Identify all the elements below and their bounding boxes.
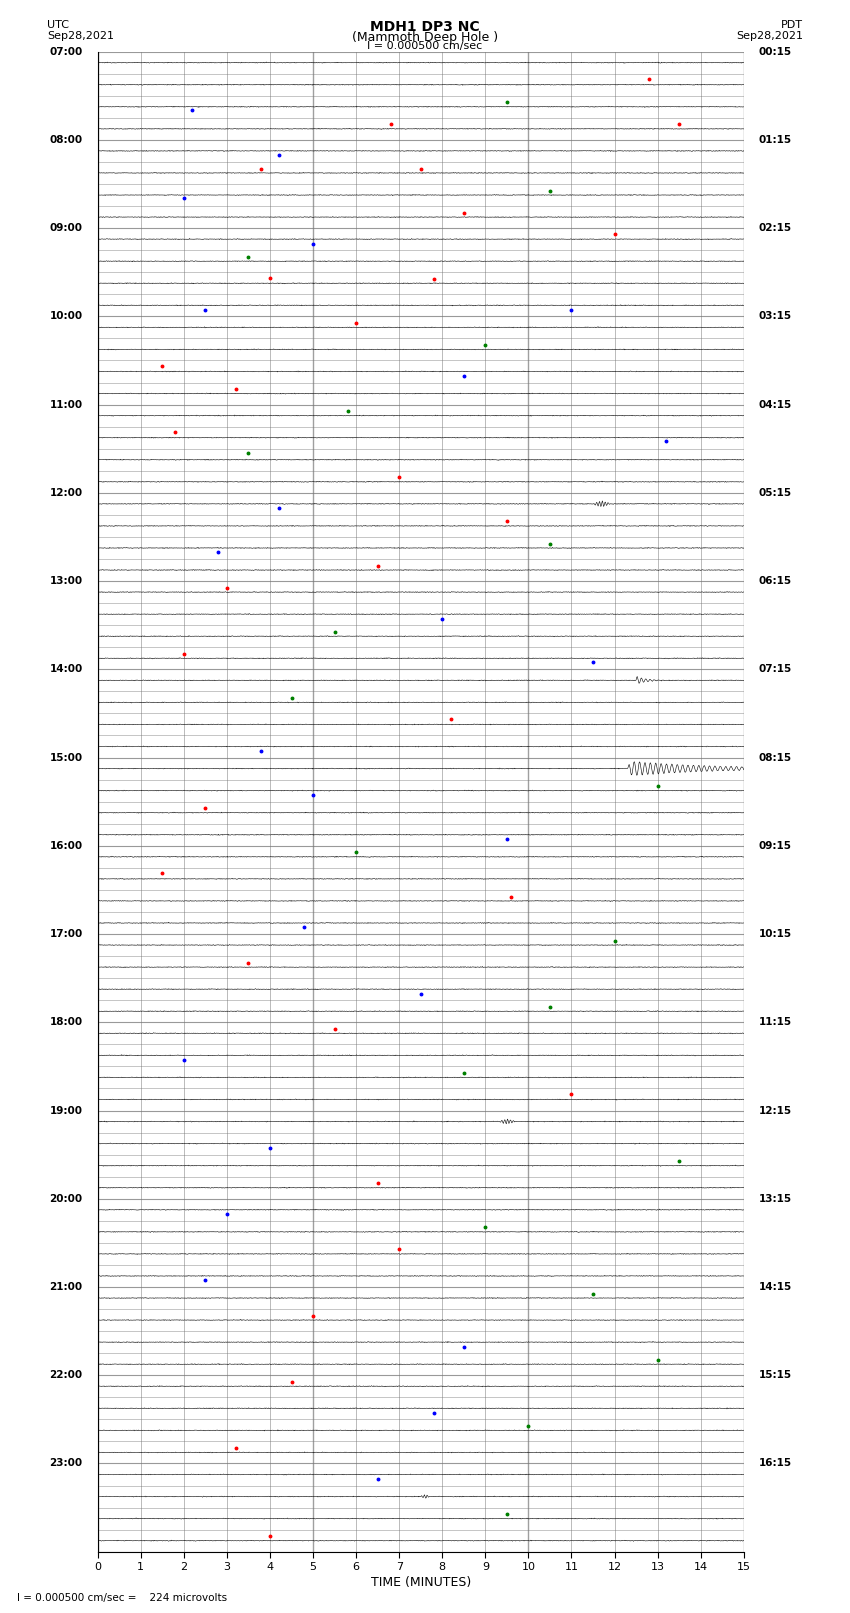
- Text: (Mammoth Deep Hole ): (Mammoth Deep Hole ): [352, 31, 498, 44]
- Text: 08:00: 08:00: [49, 135, 82, 145]
- Text: 11:15: 11:15: [759, 1018, 792, 1027]
- Text: 03:15: 03:15: [759, 311, 792, 321]
- Text: 13:15: 13:15: [759, 1194, 792, 1203]
- Text: 11:00: 11:00: [49, 400, 82, 410]
- Text: 16:00: 16:00: [49, 840, 82, 850]
- Text: I = 0.000500 cm/sec =    224 microvolts: I = 0.000500 cm/sec = 224 microvolts: [17, 1594, 227, 1603]
- Text: Sep28,2021: Sep28,2021: [736, 31, 803, 40]
- Text: 15:00: 15:00: [49, 753, 82, 763]
- Text: 04:15: 04:15: [759, 400, 792, 410]
- Text: UTC: UTC: [47, 19, 69, 31]
- Text: 00:15: 00:15: [759, 47, 792, 56]
- Text: 01:15: 01:15: [759, 135, 792, 145]
- Text: 14:15: 14:15: [759, 1282, 792, 1292]
- Text: 23:00: 23:00: [49, 1458, 82, 1468]
- Text: MDH1 DP3 NC: MDH1 DP3 NC: [371, 19, 479, 34]
- Text: Sep28,2021: Sep28,2021: [47, 31, 114, 40]
- Text: 07:00: 07:00: [49, 47, 82, 56]
- Text: 13:00: 13:00: [49, 576, 82, 586]
- Text: 20:00: 20:00: [49, 1194, 82, 1203]
- Text: 16:15: 16:15: [759, 1458, 792, 1468]
- Text: 15:15: 15:15: [759, 1369, 792, 1381]
- Text: 12:15: 12:15: [759, 1105, 792, 1116]
- Text: 21:00: 21:00: [49, 1282, 82, 1292]
- Text: I = 0.000500 cm/sec: I = 0.000500 cm/sec: [367, 40, 483, 52]
- Text: 09:15: 09:15: [759, 840, 792, 850]
- Text: 12:00: 12:00: [49, 487, 82, 498]
- Text: PDT: PDT: [781, 19, 803, 31]
- Text: 10:15: 10:15: [759, 929, 792, 939]
- Text: 18:00: 18:00: [49, 1018, 82, 1027]
- Text: 08:15: 08:15: [759, 753, 792, 763]
- Text: 17:00: 17:00: [49, 929, 82, 939]
- Text: 05:15: 05:15: [759, 487, 792, 498]
- Text: 07:15: 07:15: [759, 665, 792, 674]
- Text: 14:00: 14:00: [49, 665, 82, 674]
- Text: 06:15: 06:15: [759, 576, 792, 586]
- Text: 22:00: 22:00: [49, 1369, 82, 1381]
- Text: 02:15: 02:15: [759, 223, 792, 234]
- X-axis label: TIME (MINUTES): TIME (MINUTES): [371, 1576, 471, 1589]
- Text: 19:00: 19:00: [49, 1105, 82, 1116]
- Text: 09:00: 09:00: [49, 223, 82, 234]
- Text: 10:00: 10:00: [49, 311, 82, 321]
